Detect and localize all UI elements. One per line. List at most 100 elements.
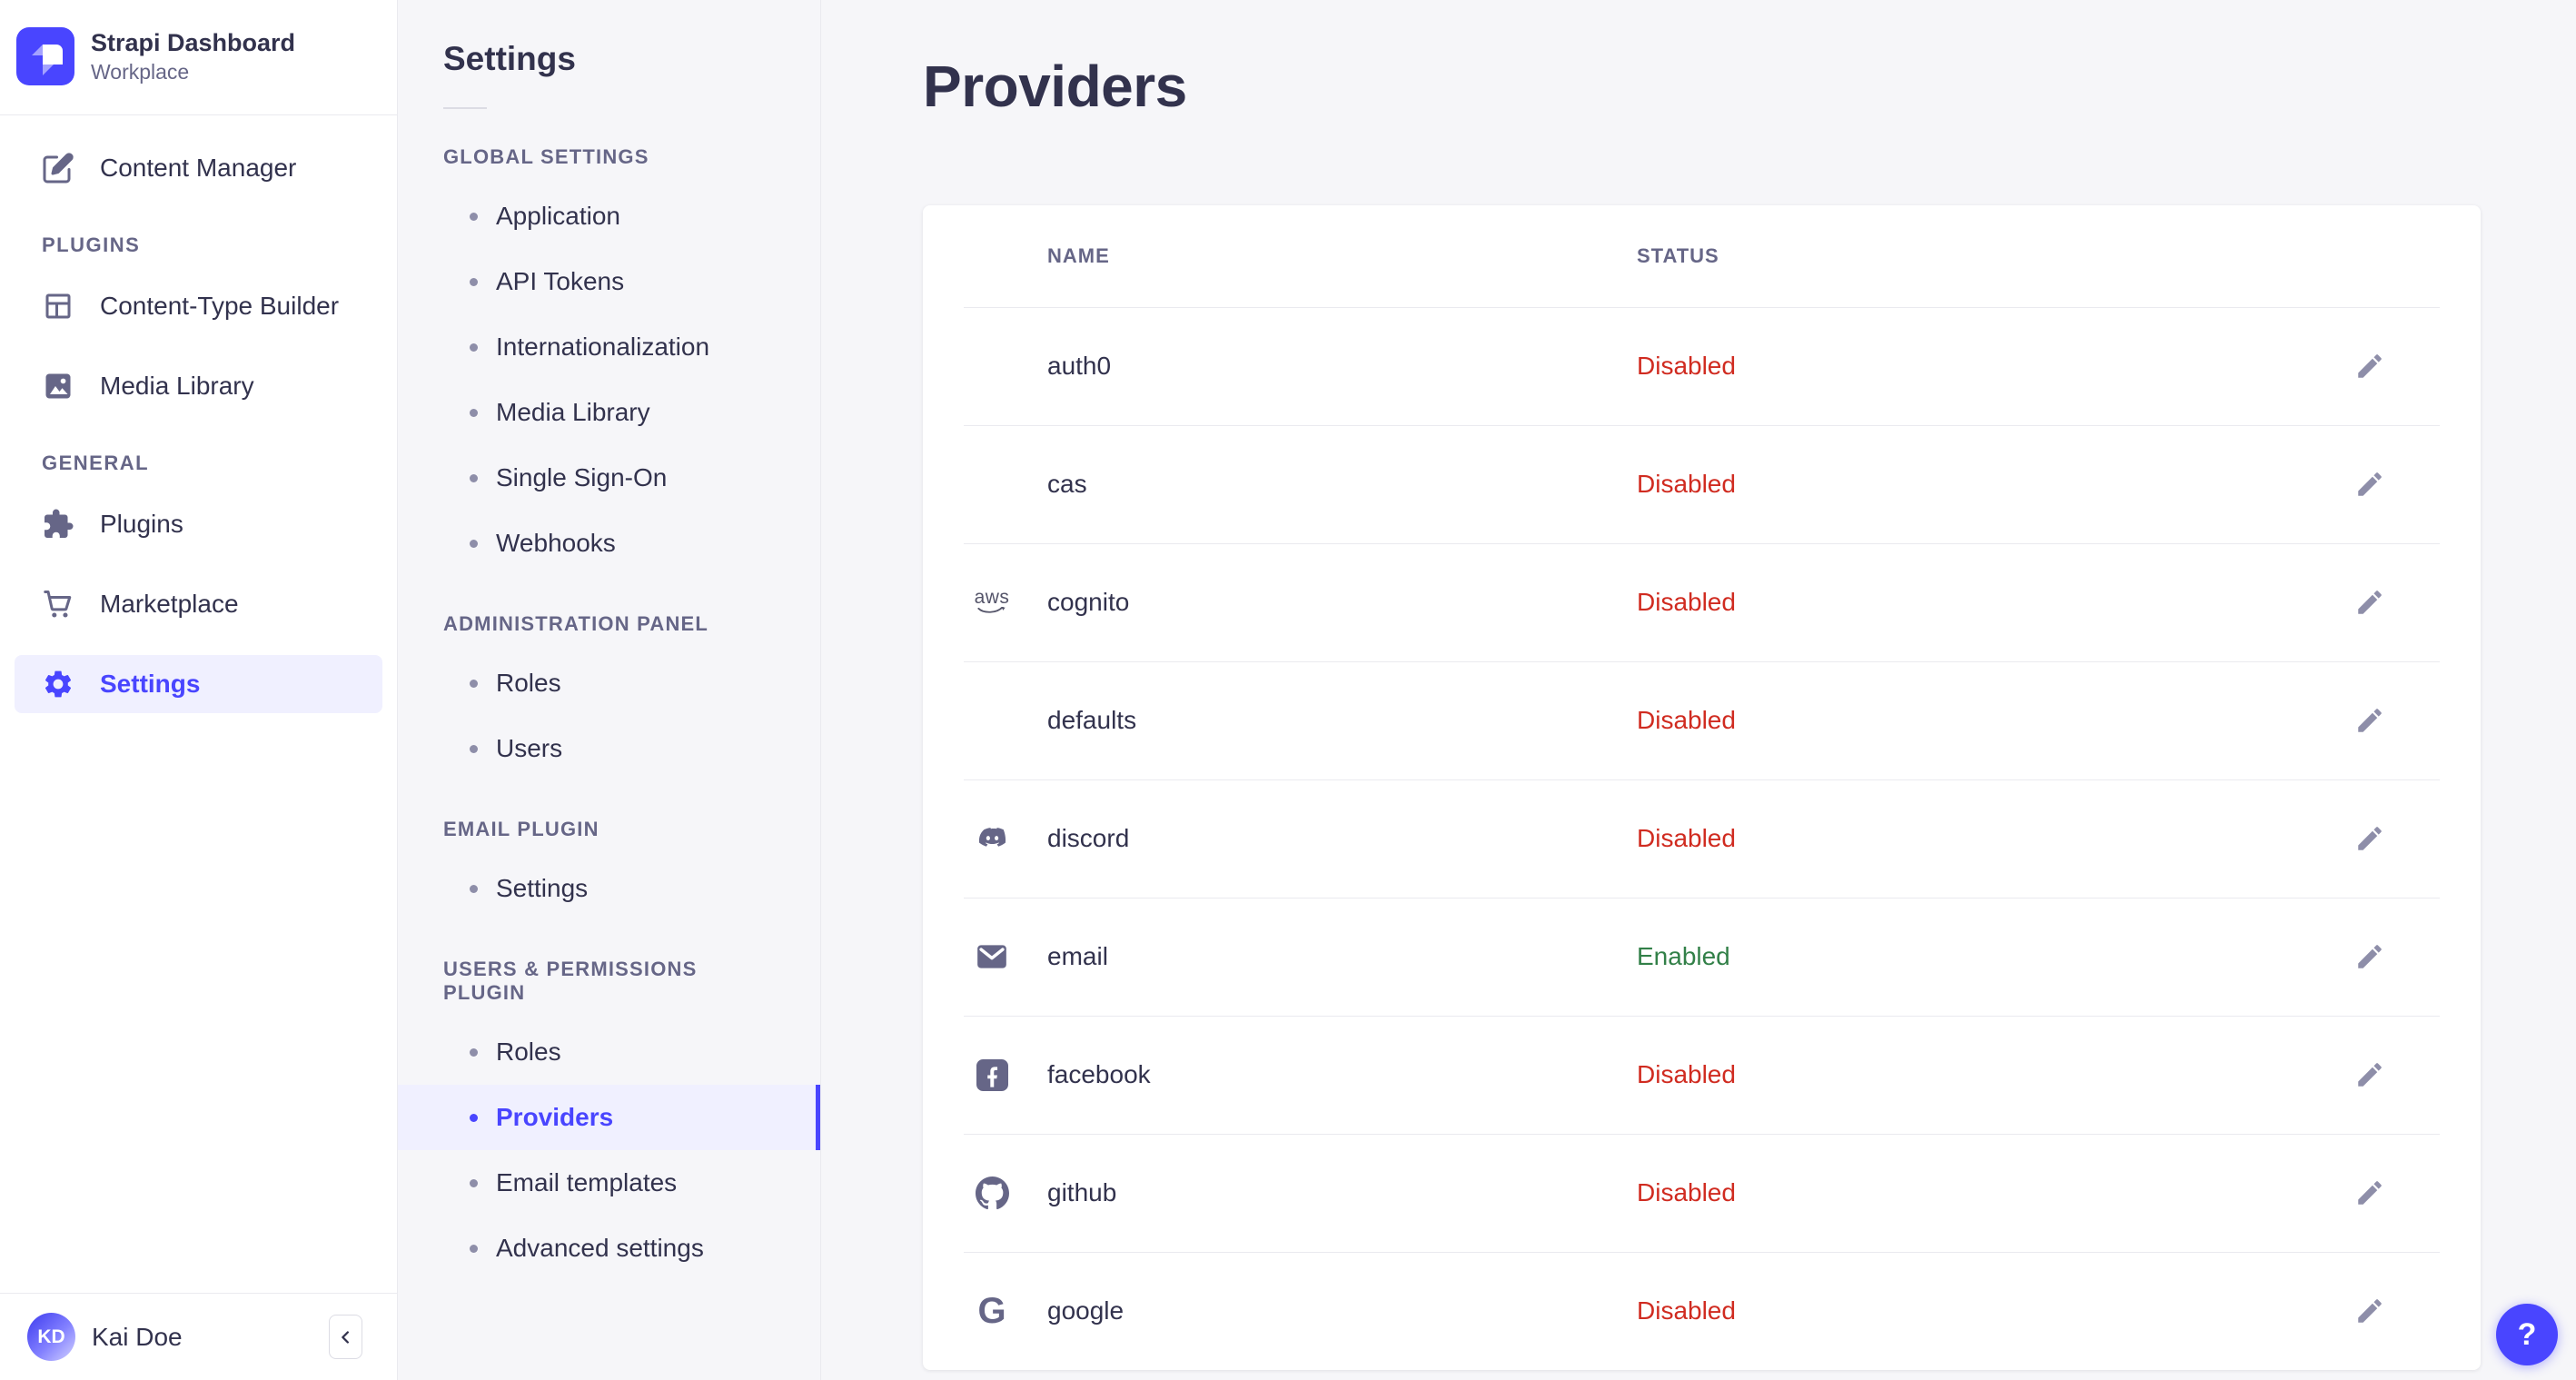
status-text: Disabled [1637, 470, 1736, 498]
subnav-item-application[interactable]: Application [398, 184, 820, 249]
sidebar-item-media-library[interactable]: Media Library [15, 357, 382, 415]
status-text: Disabled [1637, 588, 1736, 616]
subnav-divider [443, 107, 487, 109]
sidebar-item-label: Marketplace [100, 590, 239, 618]
google-icon: G [977, 1291, 1006, 1331]
picture-icon [42, 370, 74, 402]
edit-provider-button[interactable] [2350, 1173, 2390, 1213]
subnav-item-internationalization[interactable]: Internationalization [398, 314, 820, 380]
subnav-title: Settings [443, 40, 576, 77]
settings-subnav: Settings GLOBAL SETTINGS Application API… [398, 0, 821, 1380]
workspace-subtitle: Workplace [91, 60, 190, 84]
subnav-section-label: EMAIL PLUGIN [443, 818, 599, 840]
aws-icon: aws [975, 588, 1010, 617]
edit-provider-button[interactable] [2350, 464, 2390, 504]
subnav-item-admin-roles[interactable]: Roles [398, 650, 820, 716]
github-icon [975, 1176, 1009, 1210]
subnav-section-label: GLOBAL SETTINGS [443, 145, 649, 168]
providers-table: NAME STATUS auth0 Disabled cas Disabled [923, 205, 2481, 1370]
provider-name: cas [1047, 470, 1087, 498]
main-content: Providers NAME STATUS auth0 Disabled cas… [821, 0, 2576, 1380]
workspace-brand: Strapi Dashboard Workplace [0, 0, 397, 115]
edit-provider-button[interactable] [2350, 937, 2390, 977]
sidebar-section-general: GENERAL [42, 452, 150, 474]
sidebar-item-label: Content-Type Builder [100, 292, 340, 320]
sidebar-item-content-manager[interactable]: Content Manager [15, 139, 382, 197]
subnav-section-label: ADMINISTRATION PANEL [443, 612, 709, 635]
table-header: NAME STATUS [923, 205, 2481, 307]
puzzle-icon [42, 508, 74, 541]
subnav-item-admin-users[interactable]: Users [398, 716, 820, 781]
provider-name: google [1047, 1296, 1125, 1325]
edit-provider-button[interactable] [2350, 1291, 2390, 1331]
provider-name: auth0 [1047, 352, 1112, 380]
provider-name: facebook [1047, 1060, 1151, 1088]
edit-provider-button[interactable] [2350, 1055, 2390, 1095]
status-text: Disabled [1637, 1060, 1736, 1088]
pencil-icon [2354, 1059, 2385, 1090]
subnav-item-providers[interactable]: Providers [398, 1085, 820, 1150]
status-text: Enabled [1637, 942, 1730, 970]
chevron-left-icon [336, 1327, 356, 1347]
cart-icon [42, 588, 74, 621]
status-text: Disabled [1637, 706, 1736, 734]
column-header-name: NAME [1047, 244, 1110, 267]
subnav-section-email-plugin: EMAIL PLUGIN Settings [398, 818, 820, 921]
feather-pen-icon [42, 152, 74, 184]
strapi-logo-icon [16, 27, 74, 85]
provider-row: auth0 Disabled [923, 307, 2481, 425]
sidebar-item-content-type-builder[interactable]: Content-Type Builder [15, 277, 382, 335]
subnav-item-email-templates[interactable]: Email templates [398, 1150, 820, 1216]
provider-row: aws cognito Disabled [923, 543, 2481, 661]
provider-row: G google Disabled [923, 1252, 2481, 1370]
collapse-sidebar-button[interactable] [329, 1315, 362, 1359]
question-mark-icon: ? [2517, 1316, 2537, 1352]
edit-provider-button[interactable] [2350, 700, 2390, 740]
envelope-icon [975, 939, 1009, 974]
provider-name: email [1047, 942, 1108, 970]
sidebar-footer: KD Kai Doe [0, 1293, 397, 1380]
sidebar-nav: Content Manager PLUGINS Content-Type Bui… [0, 115, 397, 1293]
workspace-title: Strapi Dashboard [91, 28, 296, 56]
subnav-item-email-settings[interactable]: Settings [398, 856, 820, 921]
page-title: Providers [923, 54, 1187, 119]
sidebar-item-plugins[interactable]: Plugins [15, 495, 382, 553]
status-text: Disabled [1637, 824, 1736, 852]
subnav-item-webhooks[interactable]: Webhooks [398, 511, 820, 576]
sidebar-item-settings[interactable]: Settings [15, 655, 382, 713]
pencil-icon [2354, 705, 2385, 736]
sidebar-item-marketplace[interactable]: Marketplace [15, 575, 382, 633]
provider-row: discord Disabled [923, 779, 2481, 898]
provider-row: github Disabled [923, 1134, 2481, 1252]
sidebar-item-label: Media Library [100, 372, 254, 400]
subnav-item-advanced-settings[interactable]: Advanced settings [398, 1216, 820, 1281]
edit-provider-button[interactable] [2350, 582, 2390, 622]
user-avatar[interactable]: KD [27, 1313, 75, 1361]
provider-name: cognito [1047, 588, 1130, 616]
subnav-item-single-sign-on[interactable]: Single Sign-On [398, 445, 820, 511]
pencil-icon [2354, 587, 2385, 618]
sidebar-item-label: Settings [100, 670, 201, 698]
pencil-icon [2354, 941, 2385, 972]
subnav-section-administration-panel: ADMINISTRATION PANEL Roles Users [398, 612, 820, 781]
provider-row: defaults Disabled [923, 661, 2481, 779]
edit-provider-button[interactable] [2350, 819, 2390, 859]
sidebar-item-label: Content Manager [100, 154, 297, 182]
column-header-status: STATUS [1637, 244, 1719, 267]
status-text: Disabled [1637, 352, 1736, 380]
subnav-item-media-library[interactable]: Media Library [398, 380, 820, 445]
user-name[interactable]: Kai Doe [92, 1322, 183, 1351]
subnav-item-up-roles[interactable]: Roles [398, 1019, 820, 1085]
provider-name: discord [1047, 824, 1130, 852]
provider-name: github [1047, 1178, 1117, 1206]
pencil-icon [2354, 469, 2385, 500]
layout-grid-icon [42, 290, 74, 323]
subnav-item-api-tokens[interactable]: API Tokens [398, 249, 820, 314]
subnav-section-global-settings: GLOBAL SETTINGS Application API Tokens I… [398, 145, 820, 576]
main-sidebar: Strapi Dashboard Workplace Content Manag… [0, 0, 398, 1380]
sidebar-item-label: Plugins [100, 510, 183, 538]
provider-name: defaults [1047, 706, 1137, 734]
status-text: Disabled [1637, 1296, 1736, 1325]
edit-provider-button[interactable] [2350, 346, 2390, 386]
help-button[interactable]: ? [2496, 1304, 2558, 1365]
